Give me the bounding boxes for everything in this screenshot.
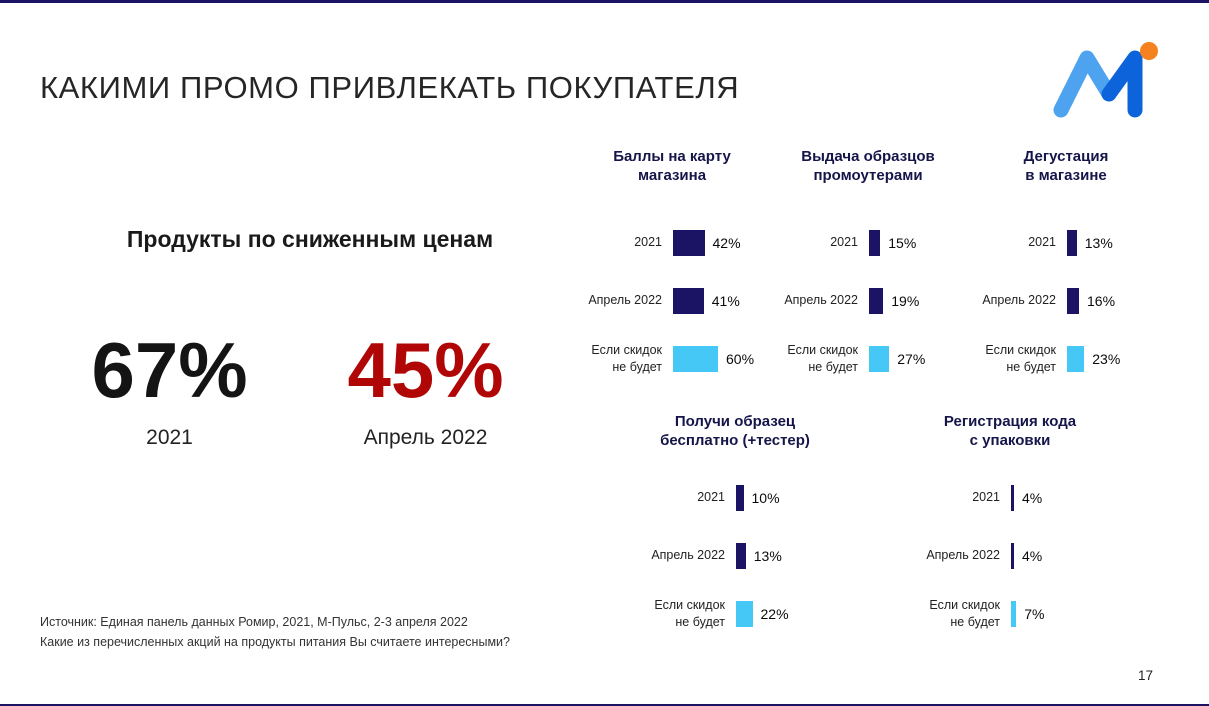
chart-title: Получи образец бесплатно (+тестер) [660,413,810,449]
chart-row: Если скидок не будет 22% [630,598,840,628]
category-label: 2021 [697,490,725,505]
chart-row: 2021 15% [763,229,973,256]
stat-april-2022: 45% Апрель 2022 [318,326,533,450]
category-label: 2021 [972,490,1000,505]
bar-april-2022 [869,287,884,314]
value-label: 27% [897,350,926,367]
stat-2021-label: 2021 [146,425,193,449]
chart-row: Апрель 2022 19% [763,287,973,314]
bar-april-2022 [1067,287,1079,314]
bottom-accent-bar [0,704,1209,706]
category-label: Апрель 2022 [926,548,1000,563]
bar-if-no-discounts [736,600,753,627]
value-label: 4% [1022,489,1043,506]
bar-2021 [1011,484,1014,511]
chart-tasting-in-store: Дегустация в магазине 2021 13% Апрель 20… [961,148,1171,404]
stat-april-2022-value: 45% [347,326,504,414]
value-label: 60% [726,350,755,367]
source-note: Источник: Единая панель данных Ромир, 20… [40,612,560,652]
category-label: Апрель 2022 [651,548,725,563]
value-label: 7% [1024,605,1045,622]
bar-2021 [736,484,744,511]
value-label: 10% [751,489,780,506]
value-label: 13% [753,547,782,564]
chart-row: 2021 10% [630,484,840,511]
chart-row: 2021 4% [905,484,1115,511]
chart-title: Выдача образцов промоутерами [801,148,935,184]
chart-title: Регистрация кода с упаковки [943,413,1077,449]
source-line-2: Какие из перечисленных акций на продукты… [40,635,510,649]
source-line-1: Источник: Единая панель данных Ромир, 20… [40,615,468,629]
category-label: Если скидок не будет [591,343,662,374]
value-label: 4% [1022,547,1043,564]
chart-points-on-store-card: Баллы на карту магазина 2021 42% Апрель … [567,148,777,404]
chart-code-registration: Регистрация кода с упаковки 2021 4% Апре… [905,413,1115,659]
bar-if-no-discounts [1067,345,1085,372]
value-label: 19% [891,292,920,309]
chart-row: Если скидок не будет 27% [763,343,973,373]
logo-m-left-stroke [1053,50,1117,118]
logo-m-right-stroke [1101,50,1143,118]
company-logo [1053,42,1158,118]
page-number: 17 [1137,668,1153,683]
value-label: 16% [1087,292,1116,309]
value-label: 22% [760,605,789,622]
chart-free-sample-tester: Получи образец бесплатно (+тестер) 2021 … [630,413,840,659]
logo-orange-dot-icon [1140,42,1158,60]
bar-if-no-discounts [869,345,890,372]
chart-row: Если скидок не будет 60% [567,343,777,373]
value-label: 15% [888,234,917,251]
category-label: 2021 [1028,235,1056,250]
top-accent-bar [0,0,1209,3]
category-label: Если скидок не будет [929,598,1000,629]
page-title: КАКИМИ ПРОМО ПРИВЛЕКАТЬ ПОКУПАТЕЛЯ [40,70,740,105]
chart-row: Апрель 2022 4% [905,542,1115,569]
chart-row: Апрель 2022 16% [961,287,1171,314]
chart-title: Баллы на карту магазина [613,148,731,184]
chart-row: Апрель 2022 13% [630,542,840,569]
category-label: 2021 [830,235,858,250]
chart-row: 2021 42% [567,229,777,256]
chart-row: Апрель 2022 41% [567,287,777,314]
bar-april-2022 [736,542,746,569]
category-label: Если скидок не будет [787,343,858,374]
stat-2021: 67% 2021 [62,326,277,450]
stat-april-2022-label: Апрель 2022 [363,425,488,449]
chart-row: 2021 13% [961,229,1171,256]
chart-samples-by-promoters: Выдача образцов промоутерами 2021 15% Ап… [763,148,973,404]
category-label: 2021 [634,235,662,250]
chart-row: Если скидок не будет 23% [961,343,1171,373]
value-label: 13% [1084,234,1113,251]
category-label: Если скидок не будет [654,598,725,629]
value-label: 23% [1092,350,1121,367]
bar-april-2022 [1011,542,1014,569]
bar-2021 [1067,229,1077,256]
chart-row: Если скидок не будет 7% [905,598,1115,628]
category-label: Если скидок не будет [985,343,1056,374]
bar-april-2022 [673,287,704,314]
category-label: Апрель 2022 [588,293,662,308]
bar-if-no-discounts [673,345,718,372]
value-label: 41% [711,292,740,309]
value-label: 42% [712,234,741,251]
category-label: Апрель 2022 [784,293,858,308]
category-label: Апрель 2022 [982,293,1056,308]
left-panel-heading: Продукты по сниженным ценам [126,226,494,252]
chart-title: Дегустация в магазине [1023,148,1109,184]
stat-2021-value: 67% [91,326,248,414]
bar-if-no-discounts [1011,600,1017,627]
bar-2021 [673,229,705,256]
bar-2021 [869,229,881,256]
